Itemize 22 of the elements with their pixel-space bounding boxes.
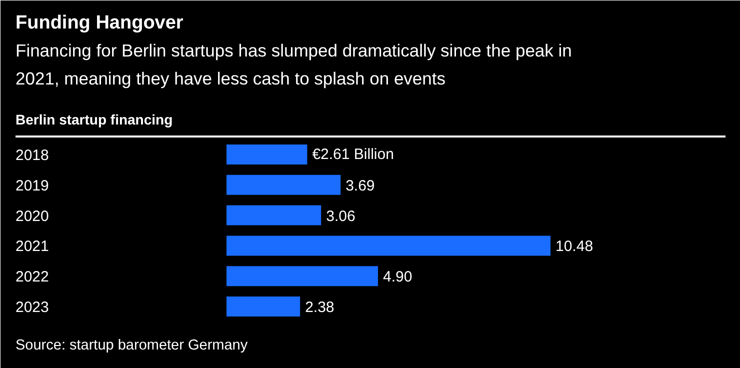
y-tick-label: 2022 — [16, 268, 49, 286]
data-label: 3.69 — [346, 177, 375, 194]
y-tick-label: 2021 — [16, 238, 49, 256]
bar — [226, 236, 550, 256]
bar — [226, 174, 341, 195]
data-label: 2.38 — [305, 299, 334, 316]
bar — [226, 205, 322, 226]
y-tick-label: 2023 — [16, 299, 49, 316]
y-axis-title: Berlin startup financing — [16, 112, 173, 128]
chart-title: Funding Hangover — [16, 12, 184, 34]
data-label: 4.90 — [382, 268, 412, 286]
y-tick-label: 2018 — [16, 147, 49, 164]
data-label: 3.06 — [326, 208, 356, 225]
data-label: 10.48 — [556, 238, 594, 256]
y-tick-label: 2019 — [16, 177, 49, 194]
y-tick-label: 2020 — [16, 208, 49, 225]
source-note: Source: startup barometer Germany — [16, 338, 248, 354]
bar — [226, 296, 300, 316]
bar — [226, 144, 308, 164]
data-label: €2.61 Billion — [312, 146, 394, 163]
chart-subtitle: Financing for Berlin startups has slumped dramatically since the peak in 2021, meaning they have less cash to splash on events — [16, 40, 572, 88]
bar — [226, 266, 378, 286]
